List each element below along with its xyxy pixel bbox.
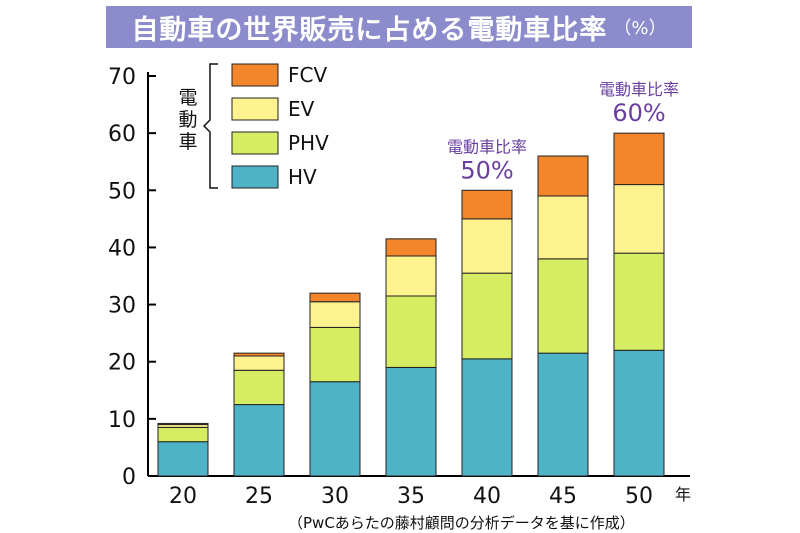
legend-label-hv: HV [288, 165, 317, 189]
annotation-label: 電動車比率 [599, 80, 679, 99]
x-tick-label: 40 [473, 484, 501, 509]
annotation-value: 50% [460, 156, 513, 184]
bar-segment-fcv [537, 155, 589, 197]
y-tick-label: 10 [108, 408, 136, 433]
x-tick-label: 45 [549, 484, 577, 509]
annotation-label: 電動車比率 [447, 137, 527, 156]
legend-swatch-ev [231, 97, 279, 121]
chart-title: 自動車の世界販売に占める電動車比率 [131, 14, 608, 46]
bar-segment-fcv [309, 292, 361, 303]
bar-segment-ev [613, 184, 665, 254]
bar-segment-fcv [461, 189, 513, 220]
y-tick-label: 40 [108, 236, 136, 261]
bar-segment-fcv [613, 132, 665, 186]
bar-segment-ev [461, 218, 513, 274]
bar-segment-phv [309, 326, 361, 383]
bar-segment-ev [309, 301, 361, 328]
x-tick-label: 20 [169, 484, 197, 509]
legend-label-phv: PHV [288, 131, 329, 155]
chart-title-banner: 自動車の世界販売に占める電動車比率 （%） [106, 6, 692, 48]
bar-segment-hv [461, 358, 513, 477]
legend-swatch-phv [231, 131, 279, 155]
bar-segment-fcv [385, 238, 437, 257]
bar-segment-hv [309, 381, 361, 477]
x-tick-label: 25 [245, 484, 273, 509]
legend-bracket [202, 63, 218, 189]
x-axis-unit: 年 [675, 485, 691, 504]
x-tick-label: 30 [321, 484, 349, 509]
bar-segment-hv [157, 441, 209, 477]
bar-segment-phv [385, 295, 437, 368]
bar-segment-phv [233, 369, 285, 406]
bar-segment-phv [613, 252, 665, 351]
chart-title-unit: （%） [613, 18, 667, 39]
legend-group-label-char: 電 [178, 87, 197, 109]
legend-swatch-hv [231, 165, 279, 189]
legend-label-fcv: FCV [288, 63, 327, 87]
y-tick-label: 20 [108, 351, 136, 376]
y-tick-label: 0 [122, 465, 136, 490]
legend-label-ev: EV [288, 97, 315, 121]
bar-segment-phv [157, 426, 209, 443]
legend-group-label-char: 車 [178, 131, 197, 153]
legend-group-label-char: 動 [178, 109, 197, 131]
bar-segment-ev [537, 195, 589, 260]
x-tick-label: 50 [625, 484, 653, 509]
legend-swatch-fcv [231, 63, 279, 87]
bar-segment-hv [233, 404, 285, 477]
bar-segment-hv [537, 352, 589, 477]
annotation-value: 60% [612, 99, 665, 127]
bar-segment-hv [385, 366, 437, 477]
bar-segment-hv [613, 349, 665, 477]
bar-segment-fcv [233, 352, 285, 357]
bar-segment-ev [385, 255, 437, 297]
source-note: （PwCあらたの藤村顧問の分析データを基に作成） [288, 514, 635, 532]
y-tick-label: 30 [108, 294, 136, 319]
bar-segment-fcv [157, 422, 209, 426]
y-tick-label: 70 [108, 65, 136, 90]
bar-segment-phv [461, 272, 513, 360]
x-tick-label: 35 [397, 484, 425, 509]
bar-segment-ev [233, 355, 285, 371]
y-tick-label: 60 [108, 122, 136, 147]
bar-segment-phv [537, 258, 589, 354]
y-tick-label: 50 [108, 179, 136, 204]
